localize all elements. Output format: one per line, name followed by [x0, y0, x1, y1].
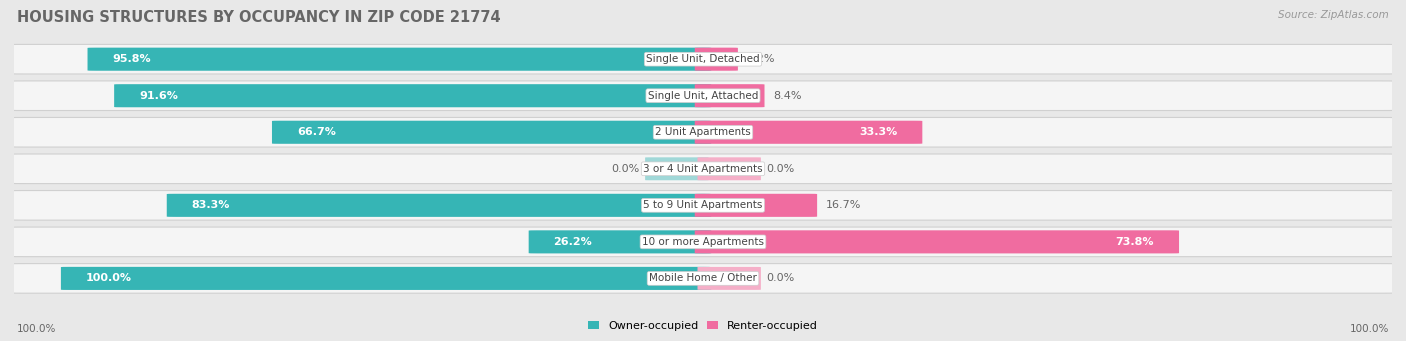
Text: 0.0%: 0.0% — [766, 164, 794, 174]
FancyBboxPatch shape — [114, 84, 711, 107]
FancyBboxPatch shape — [4, 44, 1402, 74]
Text: 66.7%: 66.7% — [297, 127, 336, 137]
FancyBboxPatch shape — [695, 194, 817, 217]
Text: 0.0%: 0.0% — [766, 273, 794, 283]
Text: Mobile Home / Other: Mobile Home / Other — [650, 273, 756, 283]
FancyBboxPatch shape — [167, 194, 711, 217]
FancyBboxPatch shape — [87, 48, 711, 71]
Text: 100.0%: 100.0% — [86, 273, 132, 283]
Text: 16.7%: 16.7% — [825, 200, 860, 210]
Text: 100.0%: 100.0% — [17, 324, 56, 334]
FancyBboxPatch shape — [4, 117, 1402, 147]
Text: 73.8%: 73.8% — [1116, 237, 1154, 247]
Text: Single Unit, Detached: Single Unit, Detached — [647, 54, 759, 64]
Text: 2 Unit Apartments: 2 Unit Apartments — [655, 127, 751, 137]
Text: 5 to 9 Unit Apartments: 5 to 9 Unit Apartments — [644, 200, 762, 210]
Text: 83.3%: 83.3% — [191, 200, 231, 210]
FancyBboxPatch shape — [695, 84, 765, 107]
FancyBboxPatch shape — [271, 121, 711, 144]
Text: 26.2%: 26.2% — [554, 237, 592, 247]
FancyBboxPatch shape — [60, 267, 711, 290]
FancyBboxPatch shape — [695, 48, 738, 71]
Text: 0.0%: 0.0% — [612, 164, 640, 174]
Text: 100.0%: 100.0% — [1350, 324, 1389, 334]
FancyBboxPatch shape — [697, 267, 761, 290]
Text: 33.3%: 33.3% — [859, 127, 897, 137]
Text: 95.8%: 95.8% — [112, 54, 150, 64]
FancyBboxPatch shape — [4, 81, 1402, 110]
Text: Single Unit, Attached: Single Unit, Attached — [648, 91, 758, 101]
FancyBboxPatch shape — [4, 154, 1402, 183]
Text: 3 or 4 Unit Apartments: 3 or 4 Unit Apartments — [643, 164, 763, 174]
Text: 8.4%: 8.4% — [773, 91, 801, 101]
Text: 4.2%: 4.2% — [747, 54, 775, 64]
FancyBboxPatch shape — [529, 230, 711, 253]
FancyBboxPatch shape — [697, 157, 761, 180]
FancyBboxPatch shape — [645, 157, 709, 180]
FancyBboxPatch shape — [4, 264, 1402, 293]
Legend: Owner-occupied, Renter-occupied: Owner-occupied, Renter-occupied — [583, 316, 823, 336]
Text: HOUSING STRUCTURES BY OCCUPANCY IN ZIP CODE 21774: HOUSING STRUCTURES BY OCCUPANCY IN ZIP C… — [17, 10, 501, 25]
FancyBboxPatch shape — [4, 191, 1402, 220]
FancyBboxPatch shape — [695, 121, 922, 144]
Text: Source: ZipAtlas.com: Source: ZipAtlas.com — [1278, 10, 1389, 20]
Text: 10 or more Apartments: 10 or more Apartments — [643, 237, 763, 247]
Text: 91.6%: 91.6% — [139, 91, 177, 101]
FancyBboxPatch shape — [695, 230, 1180, 253]
FancyBboxPatch shape — [4, 227, 1402, 257]
